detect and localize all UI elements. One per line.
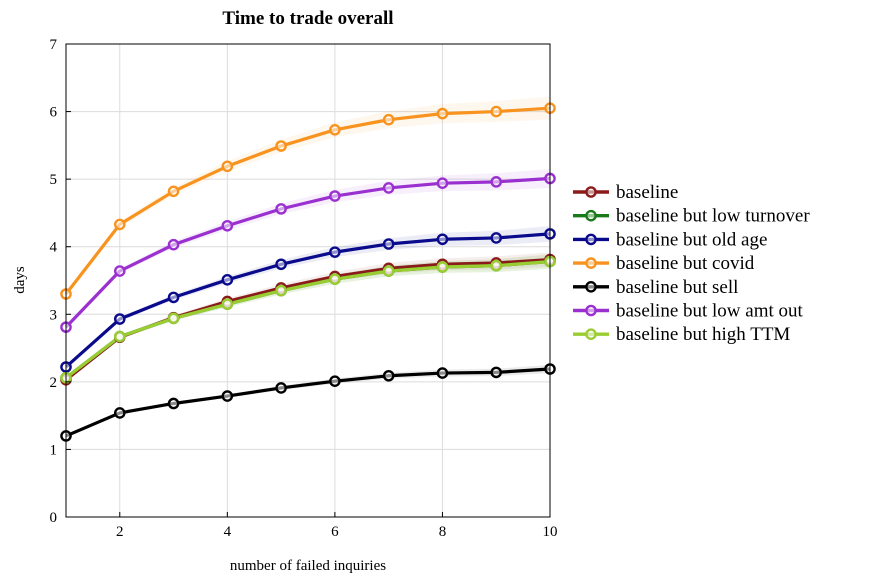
series-point — [221, 219, 234, 232]
series-point — [167, 185, 180, 198]
legend-label: baseline — [616, 182, 678, 203]
series-point — [382, 238, 395, 250]
series-band — [66, 254, 550, 379]
series-point — [167, 291, 180, 304]
series-point — [167, 238, 180, 251]
series-point — [167, 397, 180, 410]
series-point — [490, 366, 503, 379]
series-point — [221, 298, 234, 310]
legend-label: baseline but covid — [616, 253, 755, 274]
x-tick-label: 2 — [116, 524, 124, 540]
series-point — [275, 140, 287, 152]
legend-label: baseline but low amt out — [616, 301, 804, 322]
legend-marker — [585, 304, 597, 317]
series-point — [329, 273, 341, 285]
series-point — [113, 218, 126, 231]
x-tick-label: 4 — [224, 524, 232, 540]
series-point — [113, 313, 126, 325]
series-point — [275, 382, 287, 394]
series-band — [66, 168, 550, 329]
series-band — [66, 225, 550, 369]
plot-frame — [65, 43, 551, 518]
legend-label: baseline but old age — [616, 229, 767, 250]
legend-marker — [585, 280, 597, 293]
y-tick-label: 2 — [50, 375, 58, 391]
series-line — [64, 176, 551, 329]
legend-label: baseline but low turnover — [616, 206, 810, 227]
series-point — [167, 312, 180, 325]
series-point — [382, 369, 395, 382]
legend-marker — [585, 233, 597, 246]
y-tick-label: 7 — [50, 37, 58, 53]
series-point — [113, 265, 126, 277]
series-line — [65, 259, 551, 380]
y-tick-label: 0 — [50, 510, 58, 526]
series-line — [65, 367, 551, 438]
series-point — [275, 203, 287, 215]
series-line — [64, 232, 551, 369]
y-tick-label: 6 — [50, 105, 58, 121]
series-point — [490, 259, 503, 272]
series-line — [64, 106, 551, 295]
series-point — [382, 113, 395, 126]
x-tick-label: 8 — [439, 524, 447, 540]
series-point — [329, 124, 341, 136]
series-point — [436, 367, 449, 379]
series-point — [275, 284, 287, 297]
y-tick-label: 5 — [50, 172, 58, 188]
y-tick-label: 4 — [50, 240, 58, 256]
x-tick-label: 6 — [331, 524, 339, 540]
legend-marker — [585, 209, 597, 222]
series-point — [382, 182, 395, 194]
series-band — [66, 254, 550, 379]
series-line — [65, 257, 551, 382]
series-point — [221, 274, 234, 286]
series-point — [436, 233, 449, 246]
legend-marker — [585, 328, 597, 341]
series-point — [490, 105, 503, 118]
y-tick-label: 3 — [50, 307, 58, 323]
series-point — [221, 390, 234, 402]
series-point — [275, 258, 287, 271]
series-point — [490, 232, 503, 244]
series-point — [436, 107, 449, 120]
series-band — [66, 364, 550, 437]
legend-marker — [585, 186, 597, 198]
series-point — [382, 265, 395, 277]
legend-label: baseline but sell — [616, 277, 738, 298]
series-point — [436, 261, 449, 273]
series-point — [113, 330, 126, 343]
series-point — [329, 190, 341, 202]
series-points — [60, 102, 556, 442]
chart-title: Time to trade overall — [222, 8, 393, 29]
series-lines — [64, 106, 551, 438]
series-point — [221, 160, 234, 173]
series-point — [113, 407, 126, 419]
x-axis-label: number of failed inquiries — [230, 558, 386, 574]
x-tick-label: 10 — [543, 524, 558, 540]
series-point — [490, 176, 503, 188]
series-point — [329, 375, 341, 387]
legend-marker — [585, 257, 597, 269]
legend-label: baseline but high TTM — [616, 324, 790, 345]
axis-ticks: 2 4 6 8 10 0 1 2 3 4 5 6 7 — [50, 37, 558, 540]
y-tick-label: 1 — [50, 442, 58, 458]
series-point — [329, 246, 341, 258]
series-point — [436, 177, 449, 189]
y-axis-label: days — [12, 266, 28, 294]
